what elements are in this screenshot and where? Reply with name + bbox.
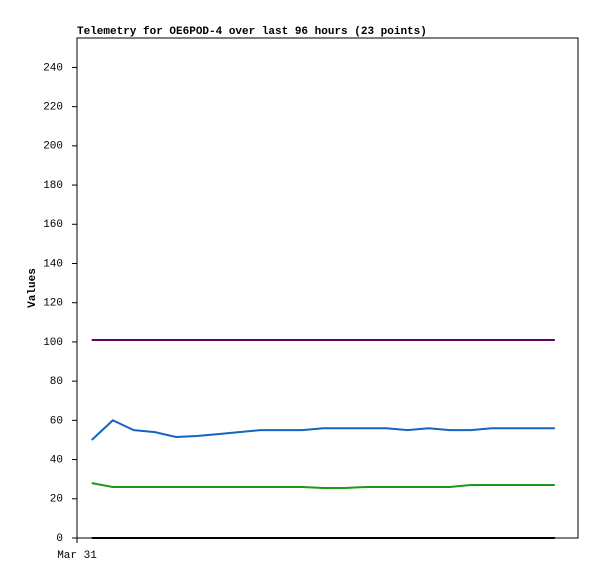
y-tick-label: 140 bbox=[43, 258, 63, 270]
y-tick-label: 40 bbox=[50, 454, 63, 466]
y-tick-label: 20 bbox=[50, 494, 63, 506]
y-tick-label: 160 bbox=[43, 219, 63, 231]
y-tick-label: 120 bbox=[43, 298, 63, 310]
y-tick-label: 100 bbox=[43, 337, 63, 349]
series-line bbox=[91, 419, 555, 441]
x-tick-label: Mar 31 bbox=[57, 550, 97, 562]
y-tick-label: 200 bbox=[43, 141, 63, 153]
series-line bbox=[91, 482, 555, 489]
plot-frame bbox=[76, 37, 579, 539]
y-tick-label: 220 bbox=[43, 102, 63, 114]
y-tick-label: 240 bbox=[43, 62, 63, 74]
y-tick-label: 80 bbox=[50, 376, 63, 388]
y-tick-label: 180 bbox=[43, 180, 63, 192]
y-axis-label: Values bbox=[27, 268, 39, 308]
y-tick-label: 60 bbox=[50, 415, 63, 427]
y-tick-label: 0 bbox=[56, 533, 63, 545]
chart-title: Telemetry for OE6POD-4 over last 96 hour… bbox=[77, 26, 427, 38]
